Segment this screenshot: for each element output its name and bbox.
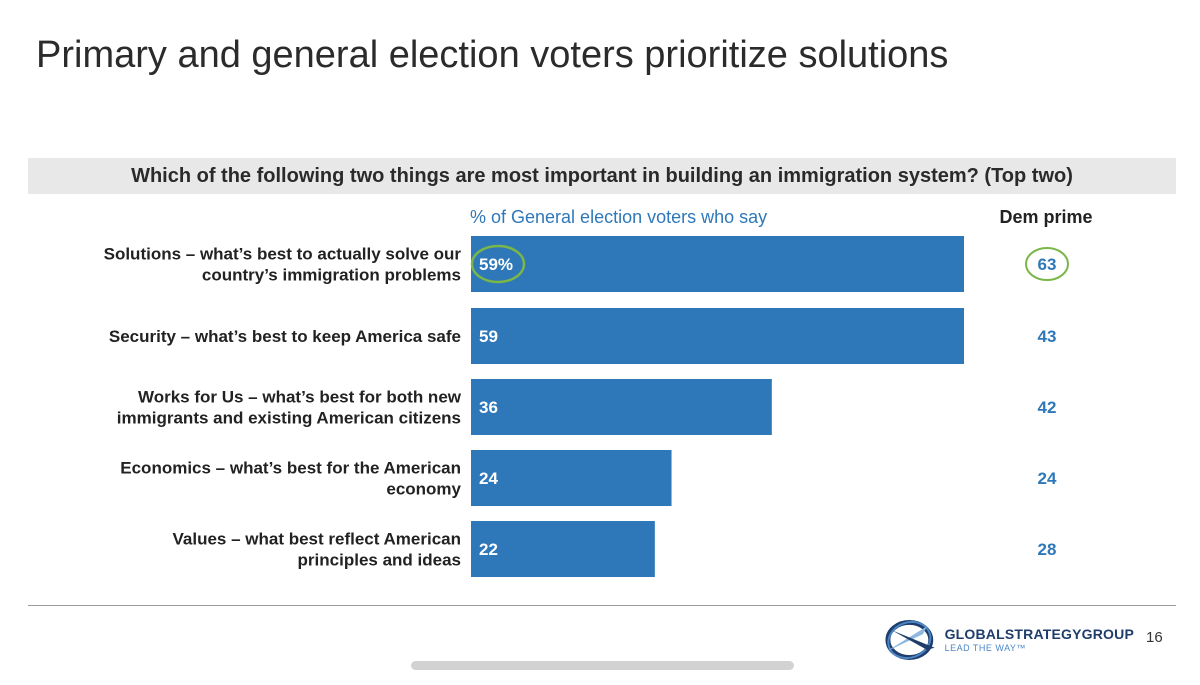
dem-prime-value-1: 43 bbox=[1038, 327, 1057, 346]
category-label-2: Works for Us – what’s best for both new i… bbox=[117, 388, 462, 428]
horizontal-scrollbar[interactable] bbox=[411, 661, 794, 670]
dem-prime-value-3: 24 bbox=[1038, 469, 1057, 488]
category-label-3: Economics – what’s best for the American… bbox=[120, 459, 461, 499]
series-label: % of General election voters who say bbox=[470, 207, 768, 227]
bar-value-label-4: 22 bbox=[479, 540, 498, 559]
bar-value-label-2: 36 bbox=[479, 398, 498, 417]
logo-name: GLOBALSTRATEGYGROUP bbox=[944, 626, 1134, 642]
dem-prime-value-2: 42 bbox=[1038, 398, 1057, 417]
globe-logo-icon bbox=[885, 620, 935, 660]
page-number: 16 bbox=[1146, 629, 1163, 646]
dem-prime-header: Dem prime bbox=[999, 207, 1093, 227]
dem-prime-value-0: 63 bbox=[1038, 255, 1057, 274]
question-band: Which of the following two things are mo… bbox=[28, 158, 1176, 194]
footer-divider bbox=[28, 605, 1176, 606]
bar-value-label-0: 59% bbox=[479, 255, 513, 274]
category-label-0: Solutions – what’s best to actually solv… bbox=[104, 245, 462, 285]
logo-tagline: LEAD THE WAY™ bbox=[944, 643, 1026, 653]
dem-prime-value-4: 28 bbox=[1038, 540, 1057, 559]
page-title: Primary and general election voters prio… bbox=[36, 34, 949, 76]
bar-value-label-1: 59 bbox=[479, 327, 498, 346]
bar-2 bbox=[471, 379, 772, 435]
category-label-4: Values – what best reflect American princ… bbox=[173, 530, 462, 570]
bar-3 bbox=[471, 450, 672, 506]
highlight-circle-bar bbox=[470, 244, 526, 284]
company-logo: GLOBALSTRATEGYGROUP LEAD THE WAY™ bbox=[884, 618, 1134, 662]
highlight-circle-dem bbox=[1025, 247, 1069, 281]
bar-0 bbox=[471, 236, 964, 292]
category-label-1: Security – what’s best to keep America s… bbox=[109, 327, 461, 346]
bar-4 bbox=[471, 521, 655, 577]
question-text: Which of the following two things are mo… bbox=[131, 164, 1073, 187]
bar-value-label-3: 24 bbox=[479, 469, 498, 488]
bar-1 bbox=[471, 308, 964, 364]
